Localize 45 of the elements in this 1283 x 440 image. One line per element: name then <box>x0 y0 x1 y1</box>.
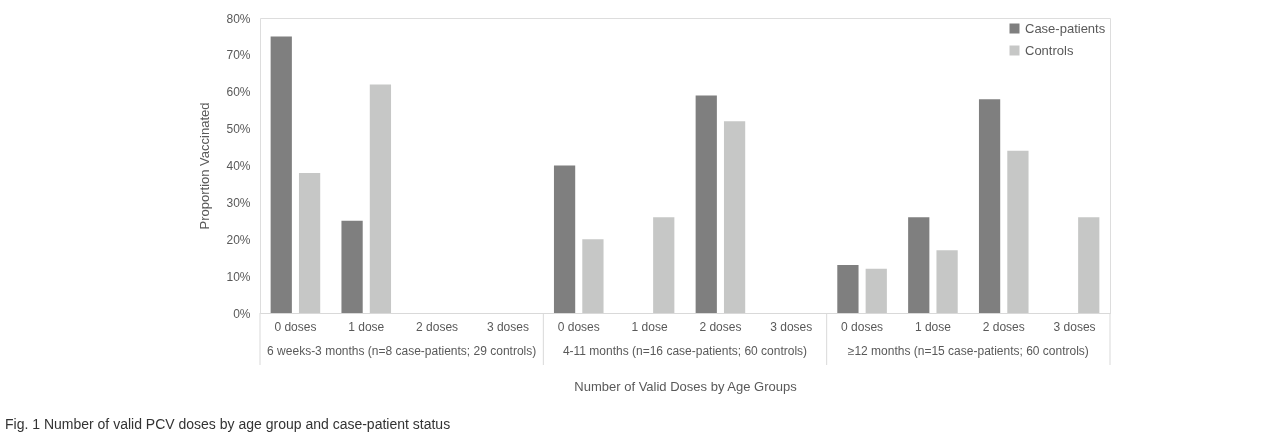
bar <box>553 165 576 313</box>
y-tick-label: 80% <box>226 11 251 26</box>
y-tick-label: 50% <box>226 122 251 137</box>
bar <box>695 95 717 313</box>
y-tick-label: 60% <box>226 85 251 100</box>
bar <box>582 239 604 313</box>
x-tick-label: 1 dose <box>914 319 952 334</box>
x-tick-label: 1 dose <box>631 319 668 334</box>
x-tick-label: 3 doses <box>1053 319 1096 334</box>
bar <box>341 220 363 313</box>
x-tick-label: 3 doses <box>770 319 813 334</box>
x-tick-label: 1 dose <box>348 319 385 334</box>
y-tick-label: 10% <box>226 269 251 284</box>
bar <box>865 268 887 313</box>
bar <box>1078 217 1100 313</box>
bar <box>369 84 392 313</box>
x-tick-label: 2 doses <box>699 319 742 334</box>
x-tick-label: 2 doses <box>416 319 459 334</box>
legend-label: Controls <box>1025 42 1074 58</box>
x-axis-title: Number of Valid Doses by Age Groups <box>574 378 798 394</box>
bar <box>837 265 859 313</box>
text: ≥12 months (n=15 case-patients; 60 controls) <box>847 344 1089 358</box>
x-tick-label: 0 doses <box>557 319 600 334</box>
y-tick-label: 30% <box>226 195 251 210</box>
bar <box>978 99 1001 313</box>
x-tick-label: 2 doses <box>982 319 1025 334</box>
x-tick-label: 0 doses <box>274 319 317 334</box>
y-tick-label: 70% <box>226 48 251 63</box>
bar <box>270 36 292 313</box>
bar <box>723 121 746 313</box>
y-axis-title: Proportion Vaccinated <box>197 102 213 230</box>
y-tick-label: 20% <box>226 232 251 247</box>
x-tick-label: 0 doses <box>841 319 884 334</box>
bar <box>936 250 958 313</box>
y-tick-label: 40% <box>226 159 251 173</box>
text: 6 weeks-3 months (n=8 case-patients; 29 controls) <box>267 344 537 358</box>
legend-label: Case-patients <box>1025 20 1106 36</box>
bar <box>1007 150 1029 313</box>
caption: Fig. 1 Number of valid PCV doses by age group and case-patient status <box>5 416 451 432</box>
bar <box>298 172 321 313</box>
bar <box>653 217 675 313</box>
y-tick-label: 0% <box>233 306 251 321</box>
bar <box>908 217 930 313</box>
text: 4-11 months (n=16 case-patients; 60 controls) <box>562 344 808 358</box>
x-tick-label: 3 doses <box>486 319 529 334</box>
